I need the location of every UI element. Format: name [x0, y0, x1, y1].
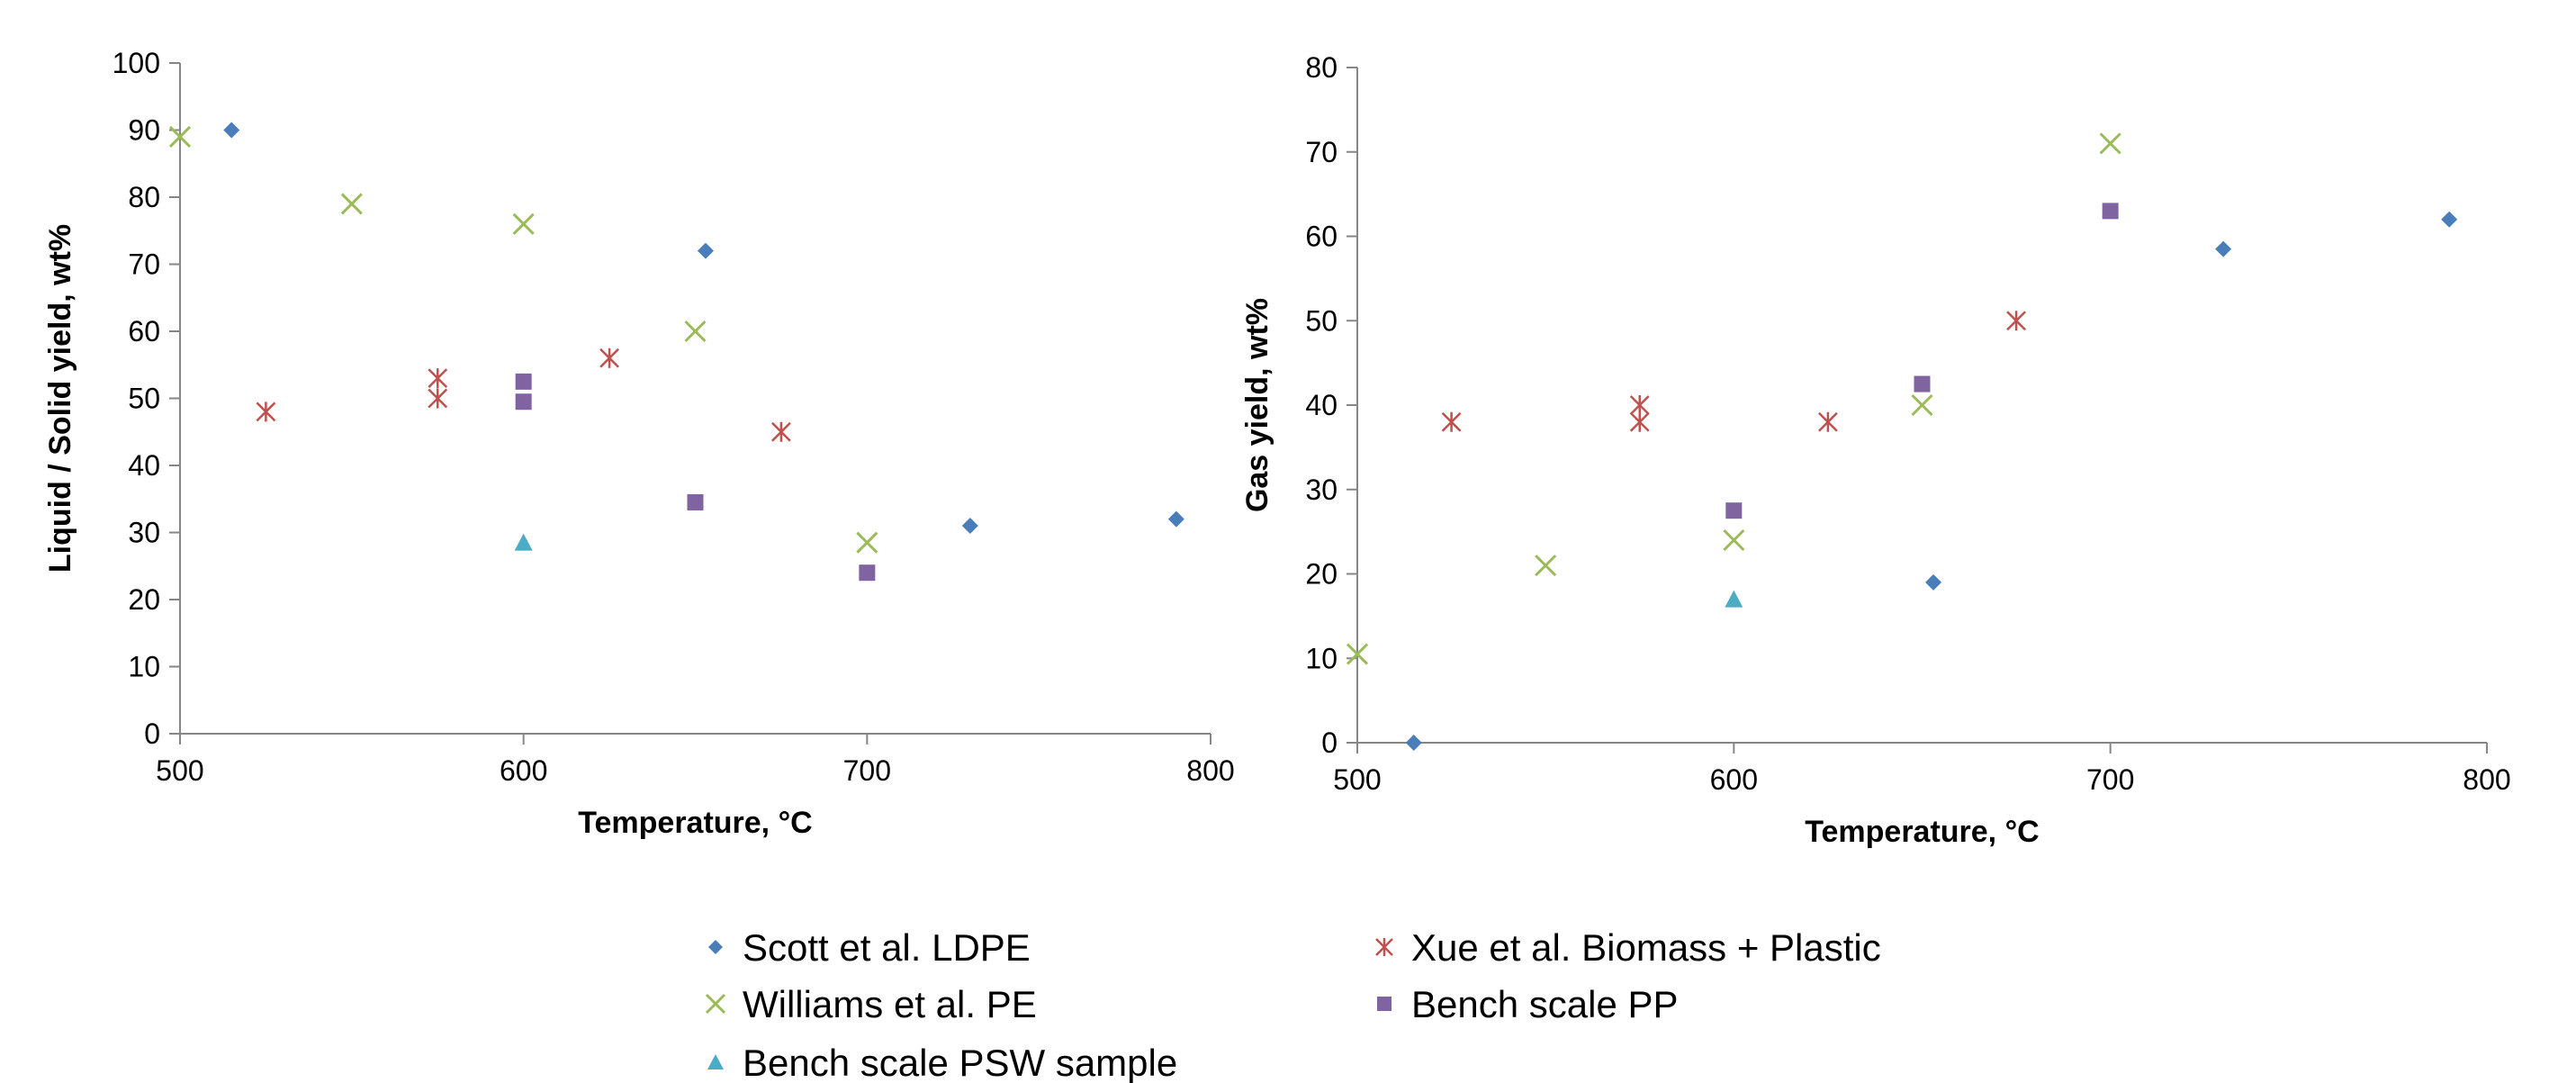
- data-point-williams: [1535, 555, 1557, 577]
- y-tick-label: 60: [1305, 221, 1338, 253]
- series-williams: [1346, 132, 2121, 665]
- data-point-bench_pp: [1725, 502, 1743, 519]
- data-point-williams: [684, 320, 707, 343]
- y-tick-label: 0: [144, 717, 160, 750]
- y-tick-label: 0: [1321, 727, 1338, 759]
- y-tick-label: 10: [1305, 642, 1338, 674]
- data-point-xue: [2006, 311, 2026, 331]
- data-point-xue: [1629, 395, 1650, 415]
- y-axis-title: Gas yield, wt%: [1240, 298, 1274, 512]
- data-point-scott: [2215, 240, 2232, 257]
- legend: Scott et al. LDPE Xue et al. Biomass + Pl…: [705, 926, 1881, 1083]
- data-point-bench_psw: [514, 533, 533, 551]
- legend-label: Bench scale PSW sample: [743, 1042, 1177, 1083]
- data-point-xue: [771, 421, 791, 442]
- data-point-xue: [428, 388, 448, 409]
- legend-item-scott: Scott et al. LDPE: [708, 926, 1031, 969]
- data-point-williams: [1911, 393, 1933, 417]
- y-tick-label: 90: [128, 114, 160, 147]
- y-tick-label: 100: [113, 47, 160, 79]
- series-bench_psw: [1725, 590, 1743, 608]
- data-point-williams: [340, 193, 363, 215]
- data-point-xue: [428, 368, 448, 389]
- data-point-xue: [256, 402, 276, 422]
- legend-item-bench_psw: Bench scale PSW sample: [707, 1042, 1177, 1083]
- series-bench_psw: [514, 533, 533, 551]
- data-point-scott: [1167, 510, 1184, 528]
- x-axis-title: Temperature, °C: [578, 806, 812, 840]
- data-point-scott: [961, 518, 978, 535]
- data-point-williams: [168, 125, 192, 149]
- data-point-xue: [1441, 411, 1462, 432]
- y-tick-label: 30: [128, 517, 160, 549]
- x-tick-label: 600: [500, 754, 547, 787]
- y-tick-label: 50: [1305, 304, 1338, 337]
- legend-marker-bench_pp: [1377, 997, 1392, 1011]
- x-tick-label: 700: [843, 754, 891, 787]
- x-tick-label: 500: [1333, 763, 1381, 796]
- y-tick-label: 80: [128, 181, 160, 213]
- data-point-bench_pp: [515, 393, 532, 411]
- x-tick-label: 700: [2086, 763, 2134, 796]
- y-tick-label: 30: [1305, 474, 1338, 506]
- series-scott: [1405, 211, 2458, 751]
- series-bench_pp: [1725, 203, 2119, 519]
- data-point-bench_pp: [1914, 375, 1931, 393]
- data-point-scott: [1925, 573, 1942, 591]
- x-tick-label: 600: [1710, 763, 1758, 796]
- legend-marker-scott: [708, 940, 723, 954]
- data-point-williams: [856, 531, 878, 554]
- legend-label: Williams et al. PE: [743, 983, 1037, 1025]
- y-tick-label: 80: [1305, 51, 1338, 84]
- y-tick-label: 10: [128, 651, 160, 683]
- y-tick-label: 70: [128, 248, 160, 281]
- legend-item-bench_pp: Bench scale PP: [1377, 983, 1679, 1025]
- chart-gas-yield: 0 10 20 30 40 50 60 70 80 500 600 700 800 Temperature…: [1240, 51, 2511, 849]
- data-point-scott: [697, 242, 714, 259]
- y-tick-label: 70: [1305, 136, 1338, 168]
- x-tick-label: 500: [156, 754, 203, 787]
- series-williams: [168, 125, 878, 554]
- data-point-williams: [512, 212, 535, 235]
- series-bench_pp: [515, 373, 876, 582]
- y-tick-label: 40: [128, 449, 160, 482]
- chart-liquid-solid-yield: 0 10 20 30 40 50 60 70 80 90 100 500 600 700 800 Temper…: [43, 47, 1235, 840]
- series-scott: [223, 122, 1184, 535]
- legend-marker-bench_psw: [707, 1054, 724, 1069]
- x-tick-label: 800: [2463, 763, 2510, 796]
- legend-label: Scott et al. LDPE: [743, 926, 1031, 969]
- series-xue: [256, 347, 791, 442]
- y-axis-title: Liquid / Solid yield, wt%: [43, 224, 77, 573]
- legend-marker-williams: [705, 993, 726, 1015]
- data-point-williams: [2099, 132, 2121, 155]
- data-point-williams: [1723, 528, 1745, 552]
- data-point-bench_pp: [687, 493, 704, 510]
- legend-marker-xue: [1375, 938, 1393, 956]
- y-tick-label: 20: [128, 583, 160, 616]
- data-point-scott: [1405, 735, 1422, 751]
- x-tick-label: 800: [1186, 754, 1234, 787]
- data-point-bench_pp: [859, 564, 876, 582]
- y-tick-label: 60: [128, 315, 160, 347]
- data-point-bench_pp: [515, 373, 532, 390]
- data-point-xue: [599, 347, 619, 368]
- legend-item-williams: Williams et al. PE: [705, 983, 1037, 1025]
- data-point-williams: [1346, 643, 1369, 665]
- data-point-bench_pp: [2102, 203, 2119, 220]
- data-point-xue: [1818, 411, 1838, 432]
- legend-label: Xue et al. Biomass + Plastic: [1411, 926, 1881, 969]
- y-tick-label: 40: [1305, 389, 1338, 421]
- data-point-scott: [2441, 211, 2458, 228]
- y-tick-label: 20: [1305, 558, 1338, 591]
- legend-label: Bench scale PP: [1411, 983, 1679, 1025]
- y-tick-label: 50: [128, 383, 160, 415]
- data-point-xue: [1629, 411, 1650, 432]
- legend-item-xue: Xue et al. Biomass + Plastic: [1375, 926, 1881, 969]
- x-axis-title: Temperature, °C: [1805, 815, 2039, 849]
- series-xue: [1441, 311, 2026, 432]
- data-point-scott: [223, 122, 240, 139]
- data-point-bench_psw: [1725, 590, 1743, 608]
